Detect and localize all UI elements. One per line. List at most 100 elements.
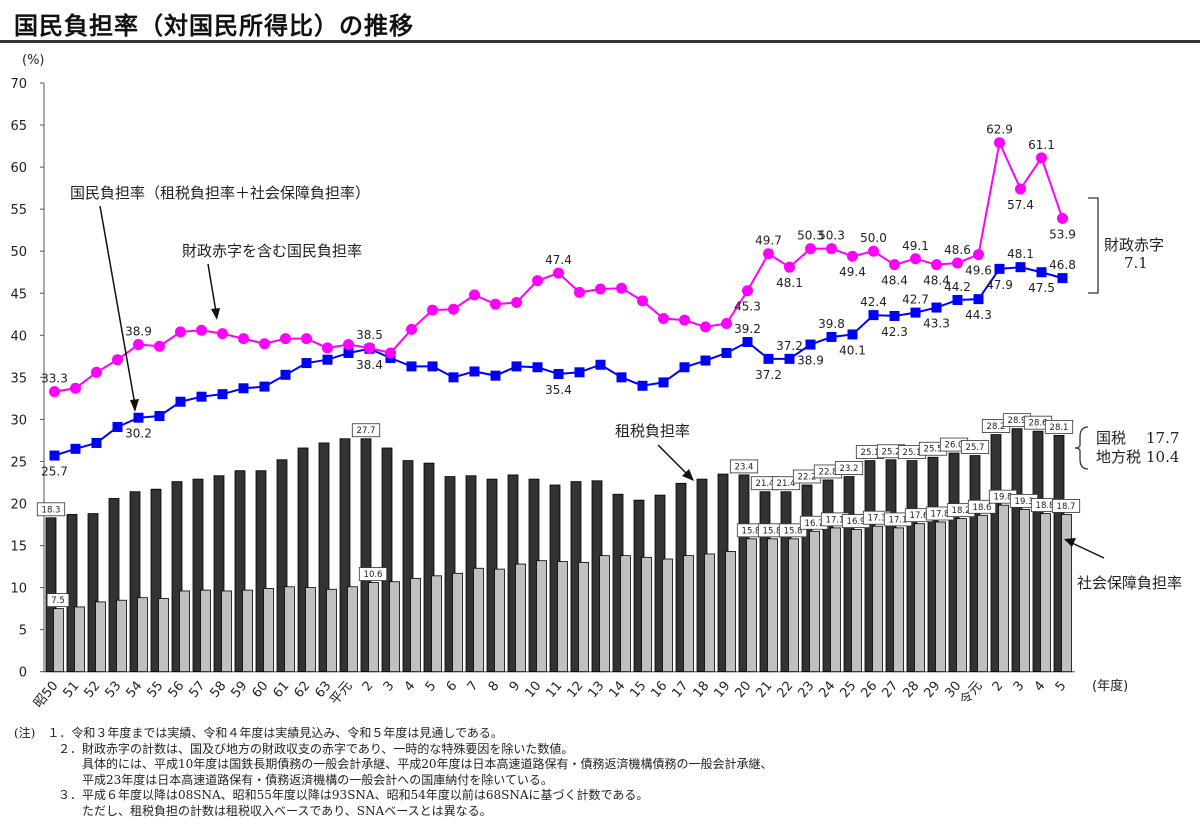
social-bar-label: 15.8 (784, 526, 803, 536)
total-point (154, 411, 165, 422)
x-tick-label: 18 (690, 679, 712, 701)
x-tick-label: 6 (444, 679, 461, 695)
social-bar (788, 538, 799, 673)
lines (49, 137, 1068, 461)
total-point (910, 307, 921, 318)
social-bar (494, 568, 505, 673)
tax-bar-label: 21.4 (777, 479, 796, 489)
x-tick-label: 21 (753, 679, 775, 701)
deficit-point (658, 312, 669, 324)
total-point (805, 339, 816, 350)
total-label: 42.4 (860, 295, 887, 309)
social-bar (872, 525, 883, 673)
social-bar (326, 588, 337, 673)
y-tick-label: 60 (10, 161, 27, 176)
social-bar-label: 18.8 (1036, 501, 1055, 511)
deficit-point (49, 386, 60, 398)
x-tick-label: 3 (381, 679, 398, 695)
total-label: 37.2 (776, 339, 803, 353)
x-tick-label: 9 (507, 679, 524, 695)
total-point (280, 369, 291, 380)
deficit-point (553, 267, 564, 279)
social-bar (767, 538, 778, 673)
deficit-point (847, 250, 858, 262)
total-label: 40.1 (839, 343, 866, 357)
annotation-social: 社会保障負担率 (1077, 574, 1182, 592)
tax-bar-label: 27.7 (357, 426, 376, 436)
total-point (322, 354, 333, 365)
x-tick-label: 59 (228, 679, 250, 701)
x-tick-label: 27 (879, 679, 901, 701)
tax-bar-label: 21.4 (756, 479, 775, 489)
deficit-point (931, 259, 942, 271)
x-tick-label: 4 (402, 679, 419, 695)
total-point (826, 331, 837, 342)
total-label: 47.5 (1028, 281, 1055, 295)
total-point (784, 353, 795, 364)
note-2: ２．財政赤字の計数は、国及び地方の財政収支の赤字であり、一時的な特殊要因を除いた… (58, 741, 574, 756)
deficit-point (994, 137, 1005, 149)
tax-bar-label: 25.2 (882, 447, 901, 457)
social-bar (242, 589, 253, 673)
total-point (490, 370, 501, 381)
deficit-point (91, 366, 102, 378)
total-point (952, 294, 963, 305)
tax-bar-label: 23.4 (735, 462, 754, 472)
y-tick-label: 65 (10, 119, 27, 134)
tax-bar (318, 442, 330, 673)
total-label: 35.4 (545, 383, 572, 397)
tax-bar-label: 25.1 (903, 448, 922, 458)
total-label: 42.7 (902, 293, 929, 307)
social-bar (284, 586, 295, 673)
annotation-arrow-social (1071, 542, 1105, 559)
total-point (217, 389, 228, 400)
x-tick-label: 51 (60, 679, 82, 701)
deficit-point (175, 326, 186, 338)
total-label: 37.2 (755, 368, 782, 382)
x-tick-label: 53 (102, 679, 124, 701)
total-point (658, 377, 669, 388)
y-tick-label: 30 (10, 413, 27, 428)
social-bar (179, 590, 190, 673)
x-tick-label: 52 (81, 679, 103, 701)
social-bar (599, 555, 610, 673)
annotation-total: 国民負担率（租税負担率＋社会保障負担率） (70, 184, 370, 202)
total-point (406, 361, 417, 372)
national-tax-label: 国税 (1096, 429, 1126, 447)
tax-brace (1074, 426, 1089, 470)
deficit-point (469, 289, 480, 301)
x-tick-label: 15 (627, 679, 649, 701)
x-tick-label: 25 (837, 679, 859, 701)
deficit-point (952, 257, 963, 269)
social-bar (431, 575, 442, 673)
total-point (553, 368, 564, 379)
tax-bar-label-box (729, 459, 759, 474)
x-axis-unit: (年度) (1092, 678, 1128, 694)
local-tax-label: 地方税 (1096, 448, 1141, 466)
total-point (1036, 267, 1047, 278)
social-bar (263, 588, 274, 673)
social-bar (515, 563, 526, 673)
social-bar (1061, 514, 1072, 673)
social-bar-label-box (778, 523, 808, 538)
x-tick-label: 昭50 (31, 679, 61, 711)
social-bar (200, 589, 211, 673)
social-bar (641, 556, 652, 673)
deficit-point (448, 303, 459, 315)
deficit-point (385, 347, 396, 359)
total-label: 38.4 (356, 358, 383, 372)
social-bar (410, 577, 421, 673)
deficit-label-value: 50.0 (860, 231, 887, 245)
social-bar (368, 582, 379, 673)
total-point (637, 380, 648, 391)
social-bar-label: 7.5 (51, 596, 65, 606)
y-tick-label: 5 (19, 624, 27, 639)
total-point (343, 347, 354, 358)
y-tick-label: 20 (10, 498, 27, 513)
tax-bar-label-box (960, 440, 990, 454)
deficit-point (364, 342, 375, 354)
social-bar-label-box (1051, 499, 1081, 513)
deficit-label-value: 38.9 (125, 325, 152, 339)
social-bar (452, 572, 463, 673)
